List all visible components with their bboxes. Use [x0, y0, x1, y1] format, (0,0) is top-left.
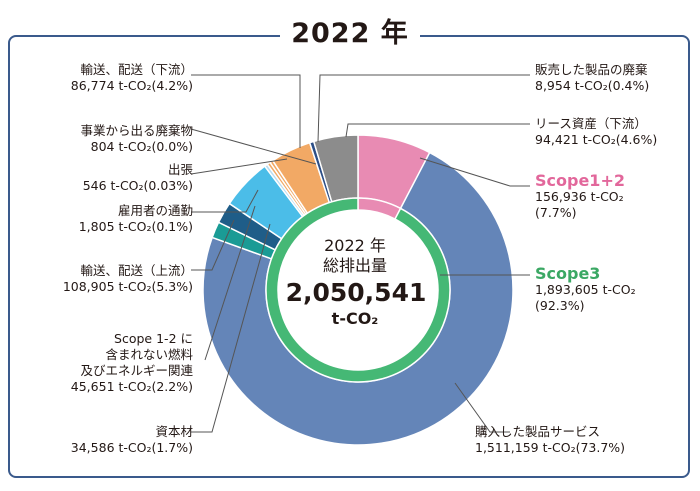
slice-Scope3 — [265, 197, 451, 383]
label-scope3: Scope3 1,893,605 t-CO₂ (92.3%) — [535, 266, 636, 314]
center-total: 2,050,541 — [285, 278, 427, 307]
label-leased-assets: リース資産（下流） 94,421 t-CO₂(4.6%) — [535, 116, 657, 148]
label-name: 事業から出る廃棄物 — [80, 123, 193, 138]
inner-ring — [265, 197, 451, 383]
chart-title: 2022 年 — [280, 16, 420, 52]
label-name: 資本材 — [155, 424, 193, 439]
label-fuel-energy: Scope 1-2 に 含まれない燃料 及びエネルギー関連 45,651 t-C… — [71, 331, 193, 395]
center-unit: t-CO₂ — [331, 309, 379, 328]
leader-line — [191, 223, 271, 433]
label-value: 1,893,605 t-CO₂ — [535, 282, 636, 297]
center-caption: 総排出量 — [322, 256, 387, 275]
label-line2: 含まれない燃料 — [105, 347, 193, 362]
label-value: 546 t-CO₂(0.03%) — [82, 178, 193, 193]
label-value: 45,651 t-CO₂(2.2%) — [70, 379, 193, 394]
label-name: Scope3 — [535, 264, 601, 283]
label-name: 輸送、配送（下流） — [80, 62, 193, 77]
label-name: Scope1+2 — [535, 171, 625, 190]
leader-line — [204, 205, 256, 361]
label-business-travel: 出張 546 t-CO₂(0.03%) — [83, 162, 193, 194]
leader-line — [454, 382, 510, 433]
leader-line — [190, 128, 317, 165]
label-name: リース資産（下流） — [535, 116, 647, 131]
label-waste: 事業から出る廃棄物 804 t-CO₂(0.0%) — [80, 123, 193, 155]
leader-line — [191, 189, 259, 213]
label-name: 販売した製品の廃棄 — [535, 62, 648, 77]
label-percent: (92.3%) — [535, 298, 585, 313]
label-value: 94,421 t-CO₂(4.6%) — [535, 132, 658, 147]
label-value: 804 t-CO₂(0.0%) — [90, 139, 193, 154]
label-scope12: Scope1+2 156,936 t-CO₂ (7.7%) — [535, 173, 625, 221]
label-name: 雇用者の通勤 — [117, 203, 193, 218]
label-downstream-transport: 輸送、配送（下流） 86,774 t-CO₂(4.2%) — [71, 62, 193, 94]
label-end-of-life: 販売した製品の廃棄 8,954 t-CO₂(0.4%) — [535, 62, 649, 94]
label-value: 108,905 t-CO₂(5.3%) — [62, 279, 193, 294]
label-line1: Scope 1-2 に — [114, 331, 193, 346]
label-value: 1,805 t-CO₂(0.1%) — [78, 219, 193, 234]
label-value: 34,586 t-CO₂(1.7%) — [70, 440, 193, 455]
leader-line — [190, 158, 288, 175]
label-commuting: 雇用者の通勤 1,805 t-CO₂(0.1%) — [79, 203, 193, 235]
label-capital-goods: 資本材 34,586 t-CO₂(1.7%) — [71, 424, 193, 456]
leader-line — [317, 74, 530, 143]
label-upstream-transport: 輸送、配送（上流） 108,905 t-CO₂(5.3%) — [63, 263, 193, 295]
label-name: 購入した製品サービス — [475, 424, 601, 439]
label-name: 出張 — [167, 162, 193, 177]
label-value: 86,774 t-CO₂(4.2%) — [70, 78, 193, 93]
label-purchased-goods: 購入した製品サービス 1,511,159 t-CO₂(73.7%) — [475, 424, 625, 456]
leader-line — [419, 157, 530, 187]
leader-lines — [190, 74, 530, 433]
label-value: 8,954 t-CO₂(0.4%) — [535, 78, 650, 93]
center-year: 2022 年 — [324, 236, 386, 255]
label-value: 156,936 t-CO₂ — [535, 189, 624, 204]
leader-line — [191, 74, 301, 148]
leader-line — [191, 219, 235, 271]
label-name: 輸送、配送（上流） — [80, 263, 193, 278]
label-percent: (7.7%) — [535, 205, 577, 220]
leader-line — [345, 123, 530, 138]
label-line3: 及びエネルギー関連 — [80, 363, 193, 378]
label-value: 1,511,159 t-CO₂(73.7%) — [475, 440, 626, 455]
